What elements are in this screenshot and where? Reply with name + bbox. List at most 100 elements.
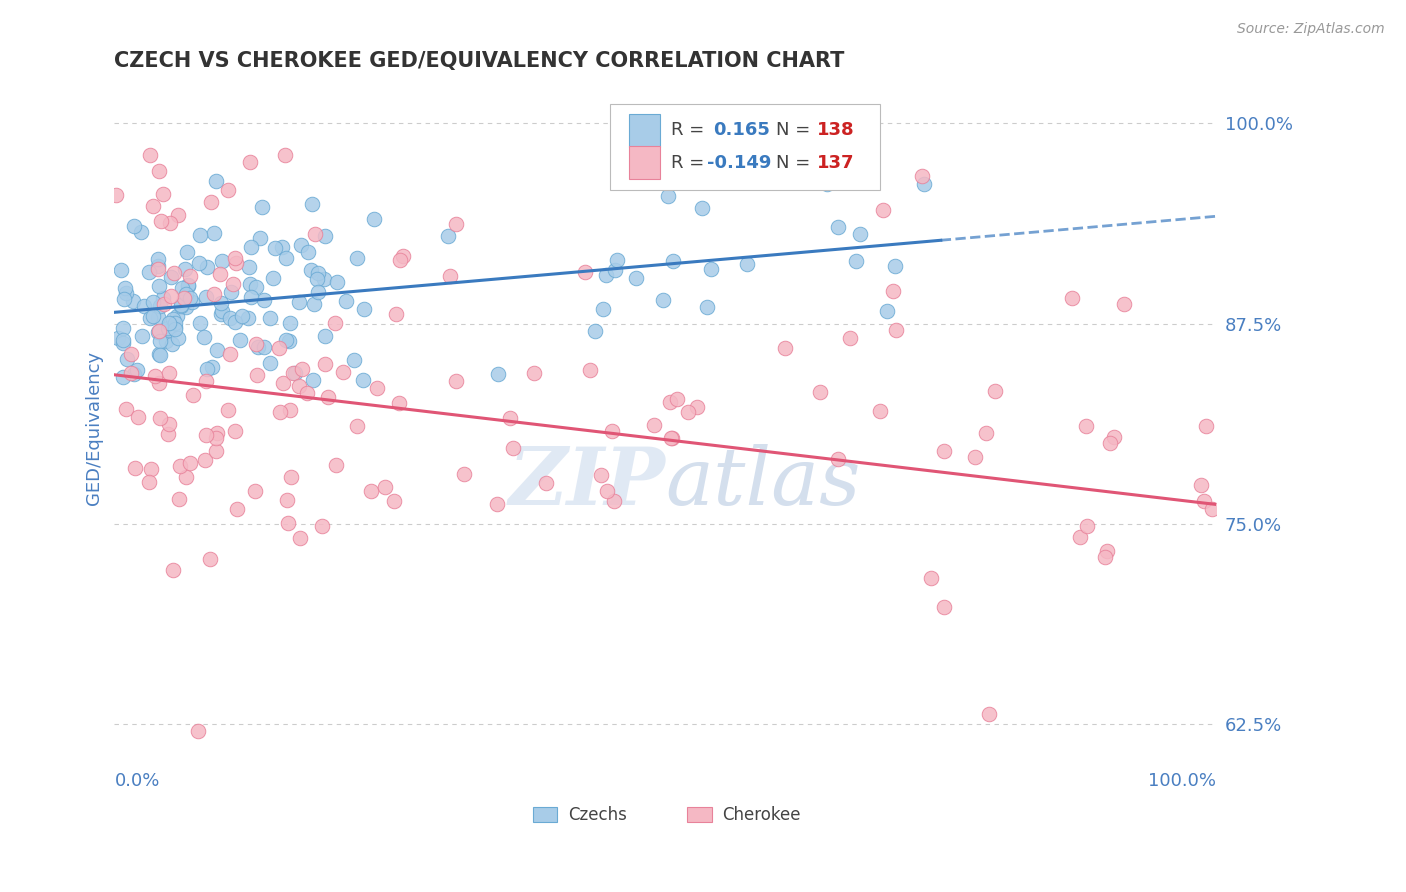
Point xyxy=(651,293,673,308)
Text: N =: N = xyxy=(776,153,810,171)
Point xyxy=(267,342,290,356)
Point xyxy=(270,240,292,254)
Point xyxy=(198,552,221,566)
Point xyxy=(245,337,267,351)
Point xyxy=(122,219,145,233)
Point xyxy=(146,252,169,267)
Point xyxy=(174,301,197,315)
Point xyxy=(160,270,183,285)
Point xyxy=(219,285,242,299)
Point xyxy=(876,304,898,318)
Point xyxy=(288,531,311,545)
Point xyxy=(353,302,375,317)
Point xyxy=(444,374,467,388)
Point xyxy=(808,384,831,399)
Point xyxy=(700,262,723,277)
Text: -0.149: -0.149 xyxy=(707,153,772,171)
Point xyxy=(1060,292,1083,306)
Point xyxy=(159,216,181,230)
Point xyxy=(169,458,191,473)
Point xyxy=(211,253,233,268)
Point xyxy=(195,362,218,376)
Point xyxy=(122,294,145,309)
Point xyxy=(606,252,628,267)
Point xyxy=(1189,478,1212,492)
Point xyxy=(148,325,170,339)
Y-axis label: GED/Equivalency: GED/Equivalency xyxy=(86,351,103,505)
Point xyxy=(363,212,385,227)
Point xyxy=(579,363,602,377)
Point xyxy=(274,148,297,162)
Point xyxy=(326,275,349,289)
Point xyxy=(1076,418,1098,433)
Point xyxy=(366,381,388,395)
Point xyxy=(343,352,366,367)
Point xyxy=(165,320,187,334)
Point xyxy=(122,367,145,381)
Text: Czechs: Czechs xyxy=(568,805,627,823)
Point xyxy=(278,316,301,330)
Text: 137: 137 xyxy=(817,153,855,171)
Point xyxy=(200,194,222,209)
Point xyxy=(283,366,305,380)
Point xyxy=(177,279,200,293)
Point xyxy=(301,197,323,211)
Point xyxy=(277,334,299,349)
Point xyxy=(157,316,180,330)
Point xyxy=(157,366,180,380)
Point xyxy=(188,227,211,242)
Text: 0.165: 0.165 xyxy=(713,121,769,139)
Point xyxy=(142,295,165,310)
Point xyxy=(167,491,190,506)
Point xyxy=(139,310,162,325)
Point xyxy=(912,178,935,192)
Point xyxy=(1201,501,1223,516)
Point xyxy=(193,453,215,467)
Point xyxy=(250,200,273,214)
Point xyxy=(231,309,253,323)
Point xyxy=(290,361,312,376)
Point xyxy=(176,278,198,293)
Point xyxy=(152,291,174,305)
Point xyxy=(149,349,172,363)
Point xyxy=(149,410,172,425)
Point xyxy=(1095,544,1118,558)
Point xyxy=(325,458,347,473)
Point xyxy=(229,333,252,347)
Point xyxy=(195,260,218,274)
Point xyxy=(205,431,228,445)
Point xyxy=(1094,550,1116,565)
Point xyxy=(869,404,891,418)
Text: R =: R = xyxy=(671,121,704,139)
Point xyxy=(882,284,904,298)
Point xyxy=(596,484,619,499)
Point xyxy=(872,202,894,217)
Point xyxy=(217,403,239,417)
Point xyxy=(195,428,218,442)
Text: Source: ZipAtlas.com: Source: ZipAtlas.com xyxy=(1237,22,1385,37)
Point xyxy=(311,519,333,533)
Point xyxy=(157,417,180,431)
Point xyxy=(259,310,281,325)
Point xyxy=(181,388,204,402)
Point xyxy=(124,461,146,475)
Point xyxy=(115,401,138,416)
Point xyxy=(245,280,267,294)
Point xyxy=(149,299,172,313)
Point xyxy=(1102,430,1125,444)
Point xyxy=(278,402,301,417)
Point xyxy=(160,289,183,303)
Point xyxy=(205,444,228,458)
Point xyxy=(335,293,357,308)
Point xyxy=(920,571,942,585)
Point xyxy=(174,261,197,276)
Point xyxy=(284,366,307,380)
Point xyxy=(146,261,169,276)
Point xyxy=(274,252,297,266)
Point xyxy=(156,427,179,442)
Point xyxy=(142,309,165,323)
Point xyxy=(589,467,612,482)
Point xyxy=(224,315,246,329)
Point xyxy=(499,410,522,425)
Point xyxy=(114,281,136,295)
